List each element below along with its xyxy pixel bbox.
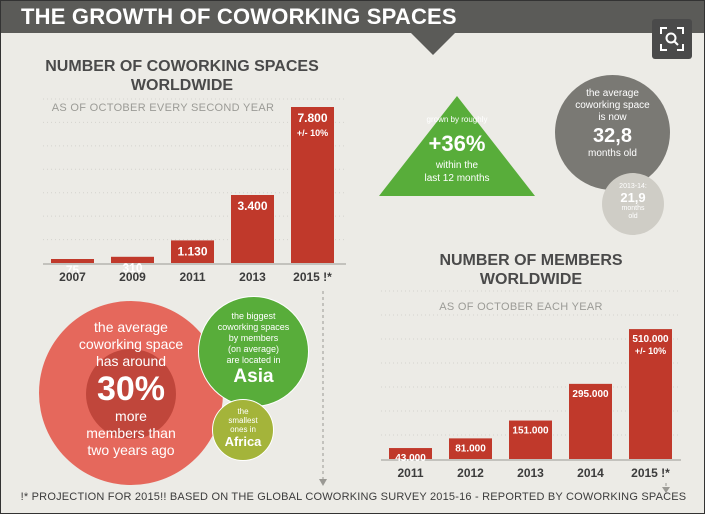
members-line-1: the average — [94, 319, 168, 335]
zoom-button[interactable] — [652, 19, 692, 59]
asia-line-2: coworking spaces — [217, 322, 290, 332]
chart1-subtitle: AS OF OCTOBER EVERY SECOND YEAR — [51, 102, 275, 114]
bar-note-label: +/- 10% — [297, 128, 328, 138]
bar-2013 — [231, 195, 274, 263]
age-old-line-2: old — [628, 213, 638, 220]
members-line-6: two years ago — [87, 442, 175, 458]
growth-value: +36% — [429, 131, 486, 156]
africa-line-3: ones in — [230, 425, 256, 434]
chart1-title: NUMBER OF COWORKING SPACES WORLDWIDE — [45, 58, 319, 94]
bar-value-label: 295.000 — [572, 389, 609, 400]
bar-value-label: 151.000 — [512, 426, 549, 437]
header-bar: THE GROWTH OF COWORKING SPACES — [1, 1, 704, 33]
bar-2012 — [449, 438, 492, 459]
bar-2015 — [629, 329, 672, 459]
age-old-circle: 2013-14: 21,9 months old — [602, 173, 664, 235]
bar-2014 — [569, 383, 612, 459]
age-line-3: is now — [598, 112, 627, 123]
africa-circle: the smallest ones in Africa — [212, 399, 274, 461]
bar-value-label: 1.130 — [177, 244, 207, 258]
age-line-2: coworking space — [575, 100, 650, 111]
x-tick-label: 2015 !* — [631, 466, 670, 480]
bar-2011 — [171, 240, 214, 263]
bar-value-label: 81.000 — [455, 443, 486, 454]
growth-bottom-2: last 12 months — [424, 173, 489, 184]
growth-triangle: grown by roughly +36% within the last 12… — [379, 96, 535, 196]
age-unit: months old — [588, 148, 637, 159]
chart2-title: NUMBER OF MEMBERS WORLDWIDE — [439, 252, 623, 288]
age-old-line-1: months — [621, 205, 645, 212]
zoom-icon — [660, 27, 684, 51]
bar-2007 — [51, 259, 94, 263]
growth-small-label: grown by roughly — [427, 115, 488, 124]
projection-arrow-1 — [319, 479, 327, 486]
bar-value-label: 7.800 — [297, 111, 327, 125]
age-old-value: 21,9 — [620, 190, 646, 205]
bar-2011 — [389, 448, 432, 459]
asia-circle: the biggest coworking spaces by members … — [198, 296, 309, 407]
asia-line-5: are located in — [226, 355, 281, 365]
x-tick-label: 2011 — [179, 270, 205, 284]
chart2-subtitle: AS OF OCTOBER EACH YEAR — [439, 301, 603, 313]
x-tick-label: 2013 — [517, 466, 544, 480]
members-line-2: coworking space — [78, 336, 184, 352]
age-value: 32,8 — [593, 125, 632, 147]
asia-line-4: (on average) — [227, 344, 280, 354]
footer-note: !* PROJECTION FOR 2015!! BASED ON THE GL… — [20, 491, 687, 503]
asia-line-1: the biggest — [231, 311, 276, 321]
bar-2009 — [111, 256, 154, 263]
x-tick-label: 2013 — [239, 270, 266, 284]
members-line-3: has around — [95, 353, 167, 369]
bar-2013 — [509, 420, 552, 459]
age-circle: the average coworking space is now 32,8 … — [555, 75, 670, 190]
members-growth-inner-circle — [86, 349, 176, 439]
africa-value: Africa — [224, 434, 262, 449]
projection-arrow-2 — [662, 487, 670, 493]
x-tick-label: 2014 — [577, 466, 604, 480]
x-tick-label: 2015 !* — [293, 270, 332, 284]
bar-value-label: 3.400 — [237, 199, 267, 213]
growth-bottom-1: within the — [435, 160, 479, 171]
members-line-5: members than — [86, 425, 176, 441]
age-line-1: the average — [586, 88, 639, 99]
header-notch — [411, 33, 455, 55]
bar-2015 — [291, 107, 334, 263]
x-tick-label: 2009 — [119, 270, 146, 284]
age-old-year: 2013-14: — [619, 183, 647, 190]
asia-value: Asia — [233, 366, 274, 387]
members-value: 30% — [96, 370, 166, 408]
africa-line-1: the — [237, 407, 249, 416]
x-tick-label: 2011 — [397, 466, 423, 480]
africa-line-2: smallest — [228, 416, 258, 425]
x-tick-label: 2007 — [59, 270, 86, 284]
asia-line-3: by members — [228, 333, 279, 343]
bar-value-label: 75 — [66, 263, 80, 277]
members-line-4: more — [115, 408, 147, 424]
bar-value-label: 310 — [122, 261, 142, 275]
page-title: THE GROWTH OF COWORKING SPACES — [21, 4, 457, 29]
bar-note-label: +/- 10% — [635, 346, 666, 356]
bar-value-label: 510.000 — [632, 334, 669, 345]
x-tick-label: 2012 — [457, 466, 484, 480]
chart-2-group: 43.000 2011 81.000 2012 151.000 2013 295.000 20… — [381, 290, 681, 480]
bar-value-label: 43.000 — [395, 453, 426, 464]
members-growth-circle: the average coworking space has around 3… — [39, 301, 223, 485]
